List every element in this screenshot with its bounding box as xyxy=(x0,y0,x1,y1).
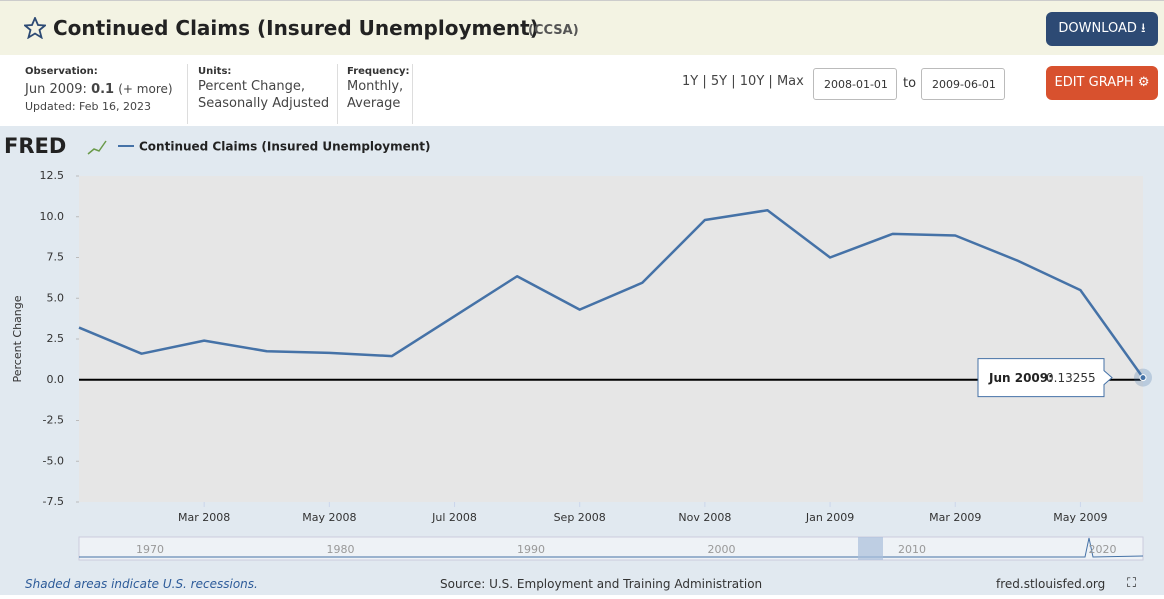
y-tick-label: 12.5 xyxy=(40,169,65,182)
range-separator: | xyxy=(768,74,773,89)
frequency-line: Average xyxy=(347,96,401,111)
range-option[interactable]: 5Y xyxy=(710,74,728,89)
units-line: Percent Change, xyxy=(198,79,305,94)
favorite-star[interactable] xyxy=(24,17,46,39)
to-label: to xyxy=(903,76,917,91)
frequency-line: Monthly, xyxy=(347,79,404,94)
observation-label: Observation: xyxy=(25,66,98,77)
series-code: (CCSA) xyxy=(528,23,579,38)
chart: FRED Continued Claims (Insured Unemploym… xyxy=(4,134,1152,561)
x-tick-label: Jan 2009 xyxy=(805,511,854,524)
y-tick-label: -5.0 xyxy=(43,454,64,467)
navigator-year: 2000 xyxy=(708,543,736,556)
tooltip-date: Jun 2009: xyxy=(988,371,1053,385)
series-title: Continued Claims (Insured Unemployment) xyxy=(53,16,539,40)
x-tick-label: May 2008 xyxy=(302,511,356,524)
navigator-year: 2010 xyxy=(898,543,926,556)
navigator-window[interactable] xyxy=(858,537,883,560)
recession-note: Shaded areas indicate U.S. recessions. xyxy=(25,577,258,591)
logo-icon xyxy=(87,140,107,155)
start-date-input[interactable]: 2008-01-01 xyxy=(813,68,897,100)
navigator-year: 1990 xyxy=(517,543,545,556)
y-axis-label: Percent Change xyxy=(11,295,24,382)
chart-panel: FRED Continued Claims (Insured Unemploym… xyxy=(0,126,1164,595)
frequency-label: Frequency: xyxy=(347,66,410,77)
range-options: 1Y | 5Y | 10Y | Max xyxy=(682,74,804,89)
download-button[interactable]: DOWNLOAD ⭳ xyxy=(1046,12,1158,46)
end-date-input[interactable]: 2009-06-01 xyxy=(921,68,1005,100)
source: Source: U.S. Employment and Training Adm… xyxy=(440,577,763,591)
legend-label: Continued Claims (Insured Unemployment) xyxy=(139,140,431,154)
units-line: Seasonally Adjusted xyxy=(198,96,330,111)
y-tick-label: 5.0 xyxy=(47,291,65,304)
units-label: Units: xyxy=(198,66,232,77)
navigator-year: 1980 xyxy=(327,543,355,556)
y-tick-label: 2.5 xyxy=(47,332,65,345)
updated: Updated: Feb 16, 2023 xyxy=(25,100,151,113)
y-tick-label: 10.0 xyxy=(40,210,65,223)
range-option[interactable]: 10Y xyxy=(739,74,765,89)
range-separator: | xyxy=(702,74,707,89)
x-tick-label: Mar 2008 xyxy=(178,511,230,524)
y-tick-label: -2.5 xyxy=(43,414,64,427)
x-tick-label: May 2009 xyxy=(1053,511,1107,524)
download-label: DOWNLOAD xyxy=(1058,21,1137,36)
fullscreen-icon[interactable]: ⛶ xyxy=(1127,576,1137,591)
x-tick-label: Sep 2008 xyxy=(554,511,606,524)
navigator-year: 1970 xyxy=(136,543,164,556)
range-separator: | xyxy=(731,74,736,89)
divider xyxy=(187,64,188,124)
edit-graph-label: EDIT GRAPH xyxy=(1054,75,1134,90)
edit-graph-button[interactable]: EDIT GRAPH ⚙ xyxy=(1046,66,1158,100)
range-option[interactable]: Max xyxy=(776,74,804,89)
x-tick-label: Mar 2009 xyxy=(929,511,981,524)
plot-area xyxy=(79,176,1143,502)
divider xyxy=(337,64,338,124)
tooltip-value: 0.13255 xyxy=(1046,371,1096,385)
navigator-line xyxy=(79,537,1144,558)
observation-value: 0.1 xyxy=(91,82,115,97)
series-line xyxy=(78,208,1145,379)
x-tick-label: Nov 2008 xyxy=(678,511,731,524)
fred-logo: FRED xyxy=(4,134,66,158)
navigator-year: 2020 xyxy=(1089,543,1117,556)
divider xyxy=(412,64,413,124)
site: fred.stlouisfed.org xyxy=(996,577,1106,591)
y-tick-label: 0.0 xyxy=(47,373,65,386)
more-link[interactable]: (+ more) xyxy=(118,82,173,96)
tooltip-box xyxy=(977,358,1113,398)
header-bar: Continued Claims (Insured Unemployment) … xyxy=(0,0,1164,55)
y-tick-label: 7.5 xyxy=(47,251,65,264)
tooltip: Jun 2009:0.13255 xyxy=(977,358,1113,398)
x-tick-label: Jul 2008 xyxy=(431,511,477,524)
observation-date: Jun 2009: xyxy=(25,82,87,97)
y-tick-label: -7.5 xyxy=(43,495,64,508)
hover-point xyxy=(1139,374,1147,382)
range-option[interactable]: 1Y xyxy=(682,74,699,89)
observation: Jun 2009: 0.1 (+ more) xyxy=(25,81,173,98)
